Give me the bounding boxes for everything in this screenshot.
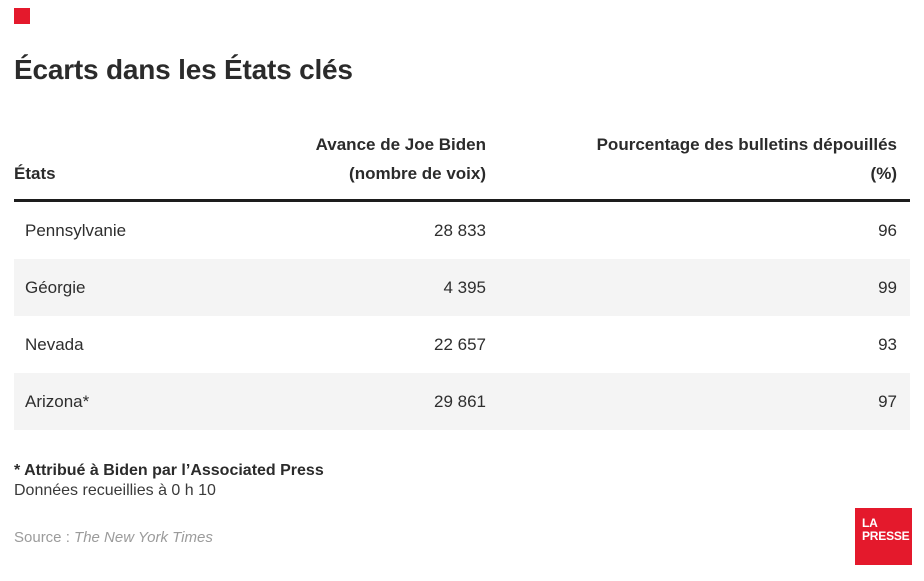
header-biden-lead-line1: Avance de Joe Biden (315, 135, 486, 154)
table-row-georgia: Géorgie 4 395 99 (14, 259, 910, 316)
footnotes: * Attribué à Biden par l’Associated Pres… (14, 461, 324, 501)
header-ballots-counted-line1: Pourcentage des bulletins dépouillés (596, 135, 897, 154)
lead-cell: 22 657 (434, 334, 486, 354)
lapresse-logo-line1: LA (862, 516, 878, 530)
source-line: Source : The New York Times (14, 529, 213, 546)
pct-cell: 93 (878, 334, 897, 354)
lead-cell: 29 861 (434, 391, 486, 411)
lead-cell: 28 833 (434, 220, 486, 240)
table-row-pennsylvania: Pennsylvanie 28 833 96 (14, 202, 910, 259)
table-header-row: États Avance de Joe Biden (nombre de voi… (14, 130, 910, 202)
source-prefix: Source : (14, 529, 75, 546)
brand-red-square (14, 8, 30, 24)
header-biden-lead: Avance de Joe Biden (nombre de voix) (214, 130, 486, 188)
lead-cell: 4 395 (443, 277, 486, 297)
pct-cell: 99 (878, 277, 897, 297)
table-row-nevada: Nevada 22 657 93 (14, 316, 910, 373)
key-states-table: États Avance de Joe Biden (nombre de voi… (14, 130, 910, 430)
table-row-arizona: Arizona* 29 861 97 (14, 373, 910, 430)
state-cell: Géorgie (25, 277, 86, 297)
header-states: États (14, 164, 56, 183)
footnote-data-time: Données recueillies à 0 h 10 (14, 482, 216, 499)
state-cell: Arizona* (25, 391, 90, 411)
pct-cell: 96 (878, 220, 897, 240)
source-name: The New York Times (74, 529, 213, 546)
page-title: Écarts dans les États clés (14, 54, 353, 85)
header-biden-lead-line2: (nombre de voix) (349, 164, 486, 183)
pct-cell: 97 (878, 391, 897, 411)
header-ballots-counted: Pourcentage des bulletins dépouillés (%) (486, 130, 910, 188)
lapresse-logo: LA PRESSE (855, 508, 912, 565)
header-ballots-counted-line2: (%) (870, 164, 897, 183)
state-cell: Pennsylvanie (25, 220, 127, 240)
footnote-asterisk: * Attribué à Biden par l’Associated Pres… (14, 462, 324, 479)
state-cell: Nevada (25, 334, 84, 354)
lapresse-logo-line2: PRESSE (862, 529, 910, 543)
